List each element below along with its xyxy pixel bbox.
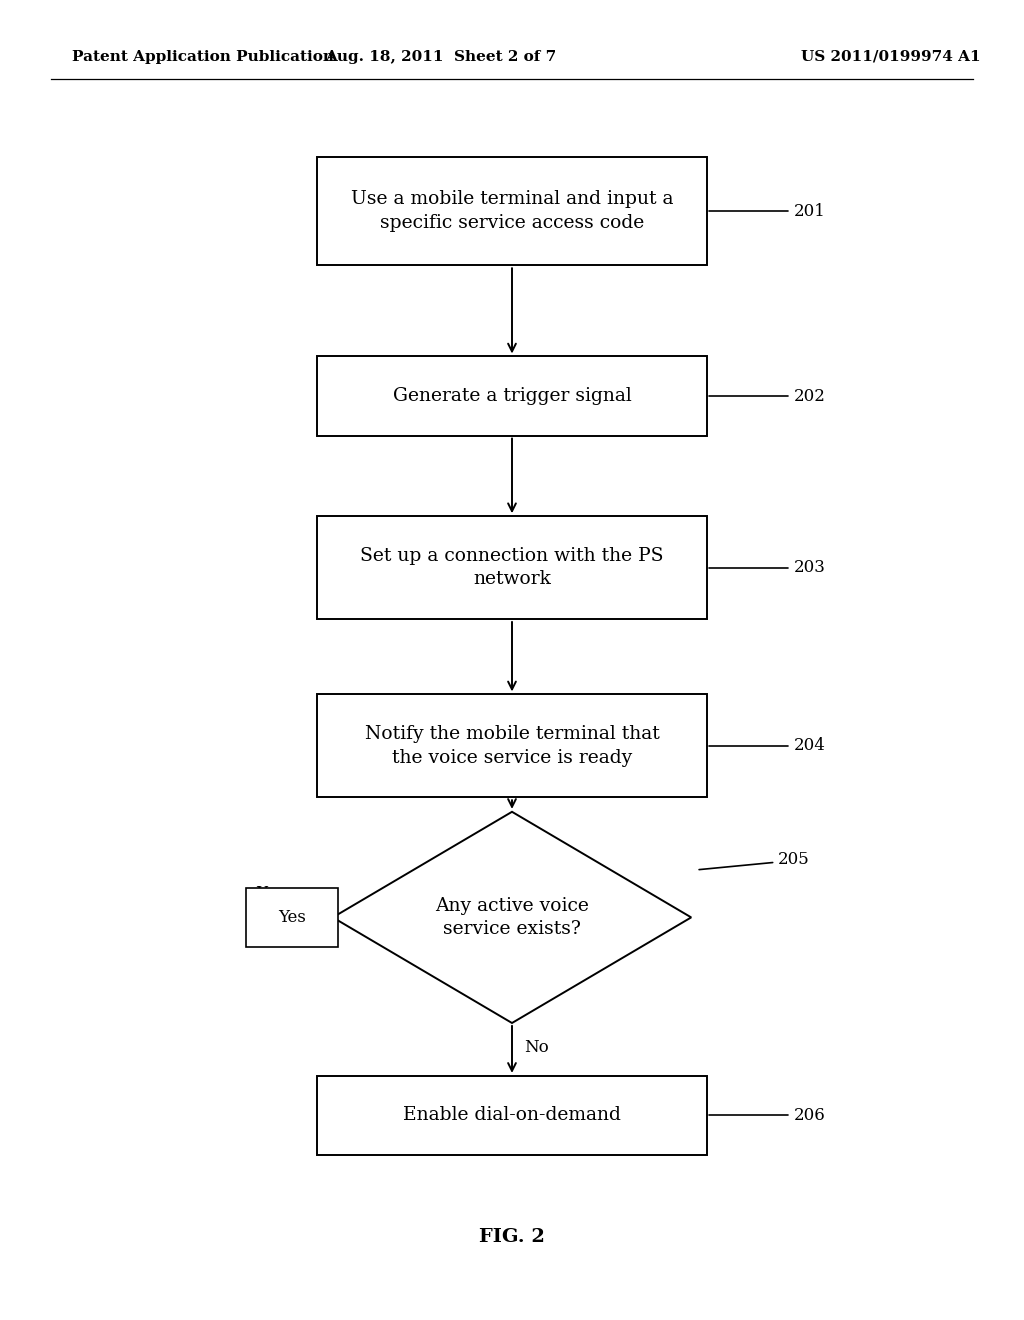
Bar (317, 356, 707, 436)
Text: US 2011/0199974 A1: US 2011/0199974 A1 (801, 50, 981, 63)
Text: 201: 201 (710, 203, 825, 219)
Text: FIG. 2: FIG. 2 (479, 1228, 545, 1246)
Text: Use a mobile terminal and input a
specific service access code: Use a mobile terminal and input a specif… (351, 190, 673, 232)
Bar (246, 888, 338, 948)
Bar (317, 157, 707, 265)
Text: 206: 206 (710, 1107, 825, 1123)
Text: No: No (524, 1039, 549, 1056)
Bar (317, 694, 707, 797)
Text: Enable dial-on-demand: Enable dial-on-demand (403, 1106, 621, 1125)
Text: Yes: Yes (278, 909, 306, 925)
Text: 205: 205 (699, 851, 810, 870)
Bar (317, 516, 707, 619)
Text: Set up a connection with the PS
network: Set up a connection with the PS network (360, 546, 664, 589)
Text: Aug. 18, 2011  Sheet 2 of 7: Aug. 18, 2011 Sheet 2 of 7 (325, 50, 556, 63)
Text: 204: 204 (710, 738, 825, 754)
Text: Generate a trigger signal: Generate a trigger signal (392, 387, 632, 405)
Text: 203: 203 (710, 560, 825, 576)
Text: Notify the mobile terminal that
the voice service is ready: Notify the mobile terminal that the voic… (365, 725, 659, 767)
Text: Yes: Yes (256, 884, 284, 902)
Bar (317, 1076, 707, 1155)
Text: Any active voice
service exists?: Any active voice service exists? (435, 896, 589, 939)
Text: Patent Application Publication: Patent Application Publication (72, 50, 334, 63)
Polygon shape (333, 812, 691, 1023)
Text: 202: 202 (710, 388, 825, 404)
